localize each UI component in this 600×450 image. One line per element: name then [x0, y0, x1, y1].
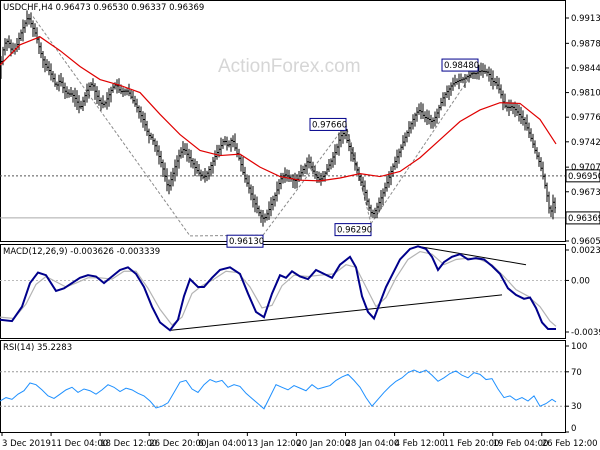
price-annotations: 0.96130 0.97660 0.96290 0.98480: [226, 58, 479, 248]
x-tick-label: 11 Dec 04:00: [51, 439, 108, 449]
rsi-lines: [0, 369, 557, 410]
rsi-panel-title: RSI(14) 35.2283: [3, 343, 72, 353]
macd-y-tick-label: 0.002322: [571, 246, 600, 256]
x-tick-label: 19 Feb 04:00: [493, 439, 549, 449]
rsi-y-tick-label: 0: [571, 424, 576, 434]
moving-average: [0, 36, 557, 182]
macd-trend-lines: [170, 245, 527, 331]
price-level-labels: 0.96950 0.96369: [565, 169, 600, 225]
rsi-line: [0, 369, 557, 410]
rsi-panel-frame: [0, 340, 566, 433]
macd-trend-line: [417, 245, 527, 266]
macd-line: [0, 245, 556, 332]
macd-y-tick-label: -0.003932: [571, 328, 600, 338]
rsi-y-tick-label: 70: [571, 368, 582, 378]
annotation-box: [441, 58, 479, 72]
price-level-label: 0.96369: [568, 214, 600, 224]
price-trend-line: [32, 16, 191, 237]
x-tick-label: 6 Jan 04:00: [198, 439, 246, 449]
x-tick-label: 26 Feb 12:00: [542, 439, 598, 449]
x-tick-label: 26 Dec 20:00: [149, 439, 206, 449]
price-level-label-box: [565, 211, 600, 225]
x-tick-label: 18 Dec 12:00: [100, 439, 157, 449]
annotation-label: 0.96290: [337, 226, 372, 236]
price-level-label-box: [565, 169, 600, 183]
x-tick-label: 20 Jan 20:00: [296, 439, 350, 449]
price-bars: [0, 10, 556, 227]
price-levels: [0, 175, 565, 219]
panel-frames: [0, 0, 566, 433]
price-trend-line: [262, 124, 347, 236]
x-tick-label: 3 Dec 2019: [2, 439, 51, 449]
rsi-y-axis: 100 70 30 0: [565, 342, 587, 434]
macd-y-tick-label: 0.00: [571, 276, 590, 286]
annotation-box: [309, 117, 347, 131]
annotation-box: [334, 223, 372, 237]
rsi-y-tick-label: 30: [571, 402, 582, 412]
price-panel-title: USDCHF,H4 0.96473 0.96530 0.96337 0.9636…: [3, 3, 204, 13]
annotation-label: 0.96130: [229, 237, 264, 247]
price-panel-frame: [0, 0, 566, 242]
watermark: ActionForex.com: [218, 56, 361, 77]
macd-trend-line: [170, 294, 503, 331]
macd-panel-title: MACD(12,26,9) -0.003626 -0.003339: [3, 247, 160, 257]
x-tick-label: 28 Jan 04:00: [345, 439, 399, 449]
rsi-y-tick-label: 100: [571, 342, 587, 352]
macd-lines: [0, 245, 557, 332]
annotation-box: [226, 234, 264, 248]
macd-y-axis: 0.002322 0.00 -0.003932: [0, 246, 600, 338]
annotation-label: 0.98480: [444, 61, 479, 71]
macd-panel-frame: [0, 244, 566, 339]
x-tick-label: 4 Feb 12:00: [395, 439, 445, 449]
annotation-label: 0.97660: [312, 120, 347, 130]
x-tick-label: 11 Feb 20:00: [444, 439, 500, 449]
price-level-label: 0.96950: [568, 172, 600, 182]
macd-signal-line: [0, 250, 557, 327]
x-tick-label: 13 Jan 12:00: [247, 439, 301, 449]
moving-average-line: [0, 36, 557, 182]
price-trend-line: [370, 64, 479, 224]
